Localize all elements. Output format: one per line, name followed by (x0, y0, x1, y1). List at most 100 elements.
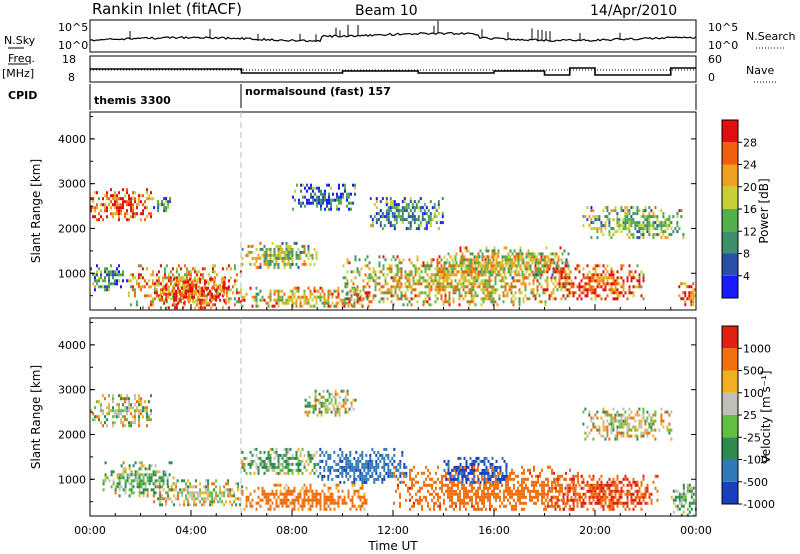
velocity-cell (379, 474, 382, 478)
power-cell (608, 224, 611, 228)
velocity-cell (158, 479, 161, 483)
power-cell (195, 298, 198, 302)
power-cell (517, 252, 520, 256)
power-cell (271, 259, 274, 263)
power-cell (346, 261, 349, 265)
power-cell (527, 252, 530, 256)
power-cell (680, 282, 683, 286)
power-cell (147, 285, 150, 289)
velocity-cell (315, 492, 318, 496)
power-cell (486, 294, 489, 298)
power-cell (122, 273, 124, 277)
power-cell (387, 218, 390, 222)
power-cell (175, 306, 178, 310)
power-cell (465, 264, 468, 268)
power-cell (163, 273, 166, 277)
power-cell (638, 276, 641, 280)
velocity-cell (269, 459, 272, 463)
velocity-cell (251, 498, 254, 502)
velocity-cell (138, 485, 141, 489)
velocity-cell (126, 406, 128, 410)
velocity-cell (156, 470, 159, 474)
power-cell (614, 230, 617, 234)
power-cell (636, 236, 639, 240)
velocity-cell (309, 483, 312, 487)
velocity-cell (94, 406, 96, 410)
power-cell (323, 295, 326, 299)
velocity-cell (497, 474, 500, 478)
power-cell (634, 224, 637, 228)
velocity-cell (207, 488, 210, 492)
power-cell (444, 279, 447, 283)
velocity-cell (567, 492, 569, 496)
power-cell (664, 230, 667, 234)
power-cell (295, 256, 298, 260)
power-cell (291, 259, 294, 263)
power-cell (448, 276, 451, 280)
power-cell (398, 288, 401, 292)
power-cell (251, 295, 254, 299)
power-cell (656, 215, 659, 219)
velocity-cell (173, 488, 176, 492)
power-cell (439, 221, 442, 225)
velocity-cell (413, 477, 415, 481)
velocity-cell (306, 401, 309, 405)
velocity-cell (167, 497, 170, 501)
power-cell (289, 298, 292, 302)
power-cell (418, 279, 421, 283)
power-cell (382, 273, 385, 277)
velocity-cell (481, 498, 483, 502)
power-cell (165, 300, 168, 304)
power-cell (412, 264, 415, 268)
power-cell (634, 221, 637, 225)
power-cell (582, 291, 585, 295)
velocity-cell (275, 453, 278, 457)
velocity-cell (120, 397, 122, 401)
power-cell (163, 203, 166, 207)
velocity-cell (419, 501, 421, 505)
velocity-cell (237, 485, 240, 489)
power-cell (122, 188, 124, 192)
power-cell (418, 273, 421, 277)
power-cell (425, 221, 428, 225)
power-cell (628, 291, 631, 295)
velocity-cell (341, 471, 344, 475)
velocity-cell (483, 462, 486, 466)
velocity-cell (427, 483, 429, 487)
power-cell (405, 218, 408, 222)
velocity-cell (543, 486, 545, 490)
velocity-cell (417, 480, 419, 484)
power-cell (428, 264, 431, 268)
power-cell (420, 270, 423, 274)
velocity-cell (443, 468, 446, 472)
power-cell (406, 285, 409, 289)
velocity-cell (334, 392, 337, 396)
velocity-cell (157, 485, 160, 489)
power-cell (295, 289, 298, 293)
power-cell (295, 250, 298, 254)
power-cell (499, 264, 502, 268)
velocity-cell (187, 491, 190, 495)
power-cell (360, 267, 363, 271)
power-cell (233, 267, 236, 271)
power-cell (267, 262, 270, 266)
velocity-cell (189, 491, 192, 495)
velocity-cell (511, 477, 513, 481)
power-cell (144, 200, 146, 204)
velocity-cell (553, 477, 555, 481)
velocity-cell (371, 474, 374, 478)
power-colorbar-swatch (722, 142, 738, 165)
power-cell (580, 285, 583, 289)
power-cell (161, 285, 164, 289)
power-cell (215, 283, 218, 287)
power-cell (185, 289, 188, 293)
power-cell (507, 252, 510, 256)
power-cell (425, 224, 428, 228)
power-cell (277, 304, 280, 308)
velocity-cell (465, 489, 467, 493)
power-cell (193, 300, 196, 304)
power-cell (626, 233, 629, 237)
velocity-cell (104, 479, 107, 483)
power-cell (508, 288, 511, 292)
velocity-cell (122, 424, 124, 428)
